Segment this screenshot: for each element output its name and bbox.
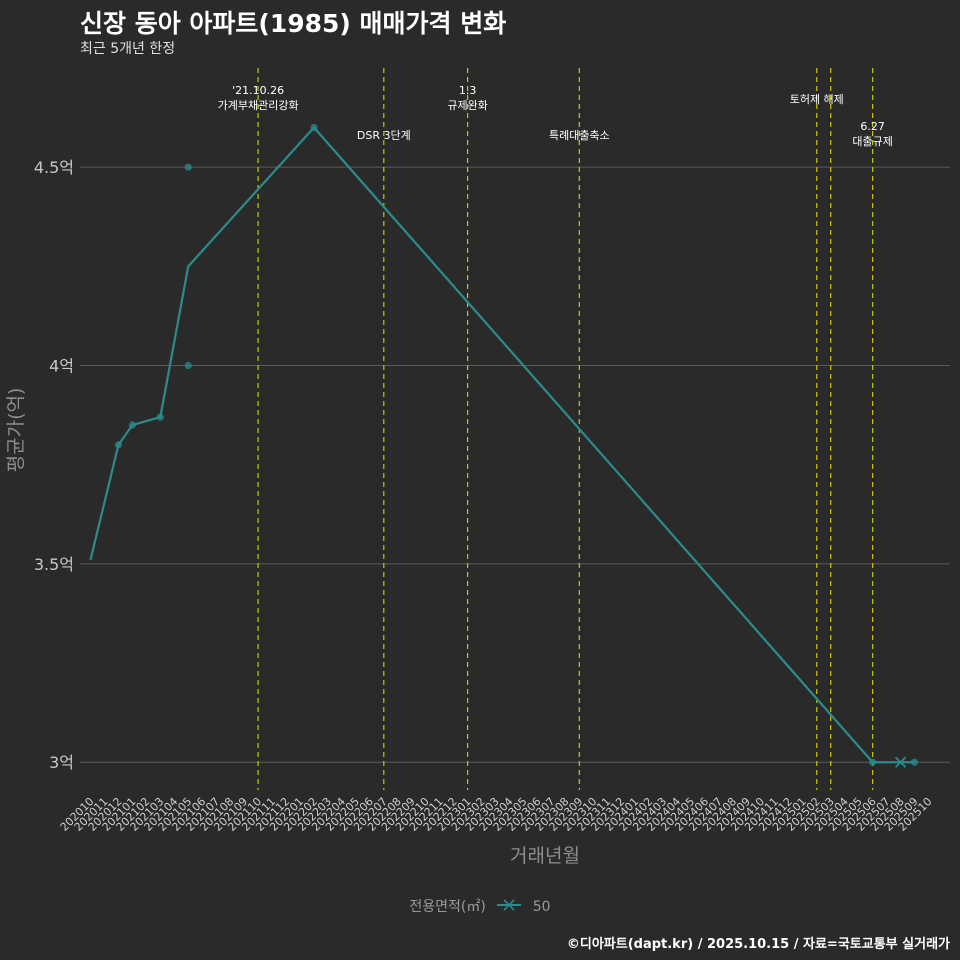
chart-title: 신장 동아 아파트(1985) 매매가격 변화 — [80, 9, 507, 38]
data-point — [869, 758, 877, 766]
y-axis-title: 평균가(억) — [5, 388, 27, 473]
event-label: 특례대출축소 — [549, 129, 610, 142]
event-label: DSR 3단계 — [357, 129, 411, 142]
y-tick-label: 4.5억 — [34, 158, 74, 177]
data-point — [114, 441, 123, 449]
y-tick-label: 3억 — [49, 753, 74, 772]
legend-item-label: 50 — [532, 899, 551, 915]
x-axis-ticks: 2020102020112020122021012021022021032021… — [58, 795, 935, 834]
event-label: 가계부채관리강화 — [218, 99, 299, 112]
data-point — [128, 421, 136, 429]
data-point — [910, 758, 919, 766]
legend: 전용면적(㎡) 50 — [0, 896, 960, 916]
cross-marker-stroke — [894, 756, 907, 768]
y-gridlines — [80, 166, 950, 763]
data-point — [310, 123, 318, 132]
series-line — [89, 126, 915, 764]
chart-subtitle: 최근 5개년 한정 — [80, 41, 176, 57]
event-label: 1.3 — [459, 84, 477, 97]
event-label: 6.27 — [860, 120, 885, 133]
x-axis-title: 거래년월 — [510, 845, 580, 867]
y-tick-label: 3.5억 — [34, 555, 74, 574]
event-label: 토허제 해제 — [790, 92, 844, 106]
data-point — [156, 413, 164, 421]
source-caption: ©디아파트(dapt.kr) / 2025.10.15 / 자료=국토교통부 실… — [566, 937, 950, 952]
data-point — [184, 361, 192, 370]
legend-key-icon — [496, 898, 522, 916]
y-axis-ticks: 3억 3.5억 4억 4.5억 — [34, 158, 74, 772]
event-label: 대출규제 — [852, 135, 892, 148]
event-label: '21.10.26 — [232, 84, 284, 97]
series-50 — [89, 123, 919, 768]
cross-marker — [894, 756, 907, 768]
y-tick-label: 4억 — [49, 357, 74, 376]
data-point — [184, 163, 192, 171]
event-label: 규제완화 — [447, 99, 487, 112]
legend-title: 전용면적(㎡) — [409, 899, 486, 915]
